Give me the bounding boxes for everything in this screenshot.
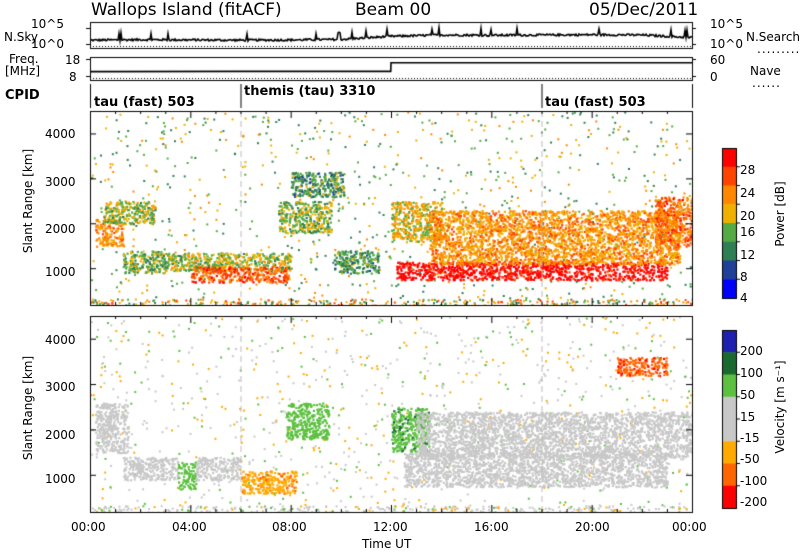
velocity-ytick-4000: 4000 [45, 333, 76, 347]
freq-tick-bottom: 8 [69, 70, 77, 84]
power-ytick-1000: 1000 [45, 265, 76, 279]
power-ylabel: Slant Range [km] [21, 148, 35, 254]
nsearch-tick-bottom: 10^0 [710, 37, 743, 51]
power-cb-tick-8: 8 [740, 270, 748, 284]
nsearch-label: N.Search [746, 30, 800, 44]
xtick-0800: 08:00 [272, 520, 307, 534]
velocity-cb-tick-m200: -200 [740, 495, 768, 509]
cpid-segment-2: themis (tau) 3310 [244, 84, 376, 99]
velocity-cb-tick-50: 50 [740, 388, 756, 402]
xtick-0000: 00:00 [71, 520, 106, 534]
nave-label: Nave [750, 64, 781, 78]
xlabel: Time UT [362, 537, 412, 551]
nsky-tick-top: 10^5 [31, 17, 64, 31]
freq-label: Freq. [9, 52, 39, 66]
xtick-2400: 00:00 [672, 520, 707, 534]
velocity-cb-tick-15: 15 [740, 410, 756, 424]
velocity-cb-label: Velocity [m s⁻¹] [773, 360, 787, 454]
power-cb-tick-12: 12 [740, 248, 756, 262]
cpid-label: CPID [5, 88, 40, 103]
power-cb-tick-4: 4 [740, 291, 748, 305]
station-title: Wallops Island (fitACF) [91, 0, 282, 20]
nave-tick-bottom: 0 [710, 70, 718, 84]
velocity-cb-tick-m100: -100 [740, 474, 768, 488]
nsearch-tick-top: 10^5 [710, 17, 743, 31]
power-ytick-2000: 2000 [45, 222, 76, 236]
power-cb-tick-20: 20 [740, 209, 756, 223]
freq-unit: [MHz] [5, 64, 41, 78]
cpid-segment-3: tau (fast) 503 [545, 95, 646, 110]
power-cb-tick-24: 24 [740, 186, 756, 200]
power-cb-label: Power [dB] [773, 181, 787, 247]
nsky-label: N.Sky [4, 30, 39, 44]
power-cb-tick-16: 16 [740, 225, 756, 239]
nave-tick-top: 60 [710, 53, 726, 67]
velocity-cb-tick-200: 200 [740, 344, 763, 358]
velocity-ytick-1000: 1000 [45, 472, 76, 486]
velocity-ylabel: Slant Range [km] [21, 355, 35, 461]
beam-title: Beam 00 [355, 0, 432, 20]
power-ytick-3000: 3000 [45, 175, 76, 189]
xtick-1200: 12:00 [373, 520, 408, 534]
freq-tick-top: 18 [65, 53, 81, 67]
nsky-tick-bottom: 10^0 [31, 37, 64, 51]
power-cb-tick-28: 28 [740, 163, 756, 177]
velocity-cb-tick-m15: -15 [740, 431, 760, 445]
nsearch-legend-dots: ......... [757, 42, 800, 56]
power-ytick-4000: 4000 [45, 127, 76, 141]
xtick-1600: 16:00 [474, 520, 509, 534]
xtick-2000: 20:00 [575, 520, 610, 534]
cpid-segment-1: tau (fast) 503 [94, 95, 195, 110]
nave-legend-dots: ...... [752, 76, 781, 90]
velocity-ytick-2000: 2000 [45, 428, 76, 442]
velocity-cb-tick-100: 100 [740, 366, 763, 380]
xtick-0400: 04:00 [172, 520, 207, 534]
date-title: 05/Dec/2011 [589, 0, 699, 20]
velocity-cb-tick-m50: -50 [740, 452, 760, 466]
velocity-ytick-3000: 3000 [45, 380, 76, 394]
